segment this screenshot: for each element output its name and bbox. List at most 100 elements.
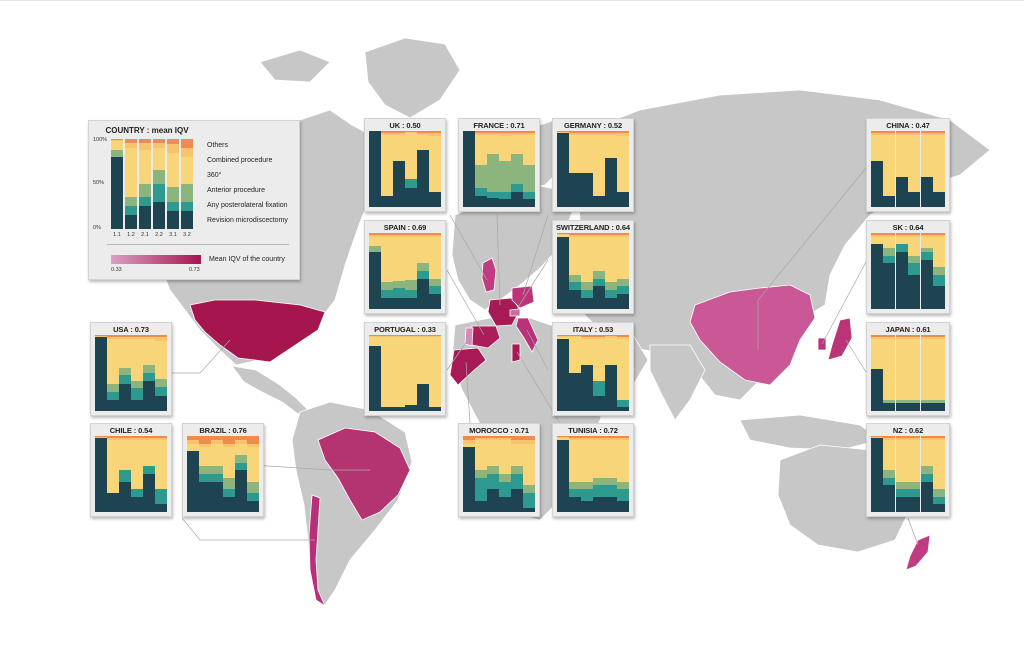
tunisia-bar-segment (605, 439, 617, 478)
legend-item-posterolateral-fixation: Any posterolateral fixation (207, 202, 288, 209)
switzerland-bar-segment (581, 233, 593, 235)
usa-bar-3 (119, 335, 131, 411)
italy-bar-segment (569, 372, 581, 411)
brazil-bar-2 (199, 436, 211, 512)
sk-bar-segment (920, 248, 933, 252)
switzerland-bar-segment (617, 278, 629, 287)
morocco-bar-2 (475, 436, 487, 512)
germany-bar-segment (593, 132, 605, 135)
portugal-bar-segment (405, 337, 417, 405)
connector-portugal (446, 337, 470, 371)
chile-bar-1 (95, 436, 107, 512)
japan-bar-segment (932, 336, 945, 339)
nz-bar-segment (895, 496, 908, 512)
sk-bar-3 (895, 233, 908, 309)
panel-title-china: CHINA : 0.47 (886, 121, 930, 130)
nz-bar-segment (908, 436, 921, 438)
panel-chile: CHILE : 0.54 (90, 423, 172, 517)
chile-bar-segment (95, 436, 107, 437)
chile-bar-segment (143, 439, 155, 467)
land-indonesia (739, 414, 881, 451)
usa-bar-segment (143, 338, 155, 366)
japan-bar-2 (883, 335, 896, 411)
china-bar-segment (920, 131, 933, 133)
japan-bar-5 (920, 335, 933, 411)
legend-bar-segment (139, 139, 151, 143)
switzerland-bar-segment (605, 236, 617, 283)
panel-title-tunisia: TUNISIA : 0.72 (568, 426, 618, 435)
germany-bar-5 (605, 131, 617, 207)
switzerland-bar-segment (617, 234, 629, 237)
japan-bar-segment (920, 403, 933, 411)
panel-bars-brazil (187, 436, 259, 512)
nz-bar-segment (908, 437, 921, 440)
chile-bar-segment (131, 439, 143, 490)
switzerland-bar-segment (557, 236, 569, 309)
morocco-bar-segment (511, 443, 523, 467)
legend-item-revision-microdiscectomy: Revision microdiscectomy (207, 217, 288, 224)
tunisia-bar-segment (581, 437, 593, 440)
spain-bar-3 (393, 233, 405, 309)
italy-bar-segment (557, 335, 569, 338)
sk-bar-segment (932, 267, 945, 275)
legend-category: 1.2 (127, 232, 135, 238)
spain-bar-segment (393, 280, 405, 289)
japan-bar-segment (920, 335, 933, 337)
country-shape-china (689, 284, 816, 386)
portugal-bar-5 (417, 335, 429, 411)
spain-bar-segment (369, 234, 381, 237)
france-bar-3 (487, 131, 499, 207)
china-bar-segment (871, 161, 883, 207)
switzerland-bar-2 (569, 233, 581, 309)
connector-morocco (465, 361, 471, 424)
portugal-bar-segment (369, 335, 381, 336)
china-bar-segment (932, 191, 945, 207)
spain-bar-segment (405, 280, 417, 290)
france-bar-4 (499, 131, 511, 207)
sk-bar-segment (932, 233, 945, 235)
connector-japan (845, 339, 867, 373)
tunisia-bar-segment (617, 500, 629, 512)
uk-bar-segment (393, 161, 405, 207)
legend-bar-segment (167, 210, 179, 229)
panel-bars-uk (369, 131, 441, 207)
china-bar-6 (932, 131, 945, 207)
germany-bar-segment (593, 195, 605, 207)
spain-bar-segment (417, 278, 429, 309)
chile-bar-segment (119, 437, 131, 440)
switzerland-bar-segment (581, 234, 593, 237)
tunisia-bar-1 (557, 436, 569, 512)
switzerland-bar-1 (557, 233, 569, 309)
brazil-bar-segment (247, 443, 259, 448)
legend-bar-segment (167, 201, 179, 211)
brazil-bar-segment (199, 436, 211, 444)
sk-bar-segment (871, 233, 883, 235)
usa-bar-segment (143, 336, 155, 339)
morocco-bar-segment (487, 439, 499, 467)
france-bar-segment (475, 134, 487, 166)
germany-bar-3 (581, 131, 593, 207)
switzerland-bar-segment (569, 274, 581, 283)
brazil-bar-segment (223, 447, 235, 478)
uk-bar-segment (405, 187, 417, 207)
brazil-bar-segment (199, 466, 211, 474)
brazil-bar-segment (211, 436, 223, 440)
nz-bar-segment (895, 436, 908, 438)
legend-bar-segment (181, 184, 193, 202)
usa-bar-segment (155, 341, 167, 380)
usa-bar-segment (155, 379, 167, 387)
sk-bar-segment (883, 233, 896, 235)
nz-bar-4 (908, 436, 921, 512)
chile-bar-segment (143, 436, 155, 438)
tunisia-bar-segment (569, 481, 581, 490)
portugal-bar-6 (429, 335, 441, 411)
morocco-bar-segment (463, 436, 475, 440)
country-shape-nz (905, 534, 931, 571)
switzerland-bar-segment (581, 282, 593, 290)
france-bar-segment (499, 135, 511, 162)
uk-bar-segment (393, 132, 405, 135)
legend-bar-6 (181, 139, 193, 229)
china-bar-segment (871, 132, 883, 135)
portugal-bar-segment (405, 335, 417, 336)
legend-bar-segment (125, 142, 137, 148)
